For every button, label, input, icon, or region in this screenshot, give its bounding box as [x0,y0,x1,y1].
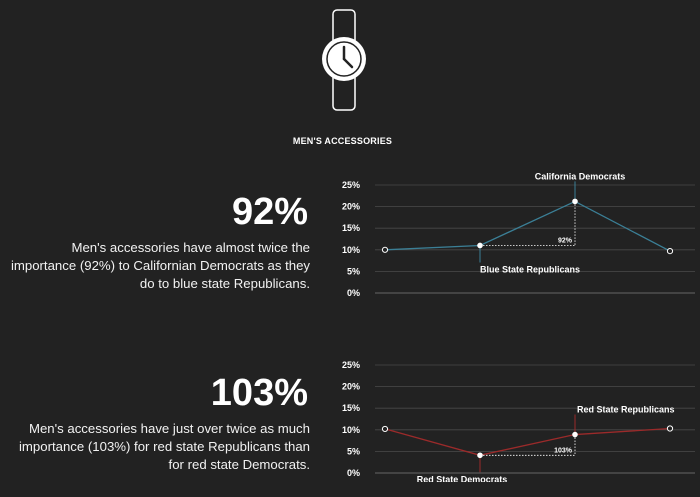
data-point [666,425,674,432]
difference-label: 103% [554,447,573,454]
y-tick-label: 5% [347,266,360,276]
y-tick-label: 15% [342,223,360,233]
data-point [572,198,578,205]
y-tick-label: 25% [342,360,360,370]
data-point [381,246,389,253]
annotation-label: Red State Democrats [417,474,508,482]
chart-california-vs-blue-republicans: 0% 5% 10% 15% 20% 25% 92% California Democrats B… [342,172,695,298]
data-point [572,431,578,438]
annotation-label: California Democrats [535,172,626,181]
annotation-label: Blue State Republicans [480,264,580,274]
y-tick-label: 10% [342,245,360,255]
y-tick-label: 20% [342,382,360,392]
y-tick-label: 0% [347,288,360,298]
y-tick-label: 20% [342,202,360,212]
series-line [384,427,671,456]
y-tick-label: 10% [342,425,360,435]
y-tick-label: 0% [347,468,360,478]
data-point [477,242,483,249]
watch-icon [322,9,366,111]
data-point [381,425,389,433]
y-tick-label: 25% [342,180,360,190]
data-point [477,452,483,459]
y-tick-label: 15% [342,403,360,413]
stat-value-2: 103% [210,372,308,414]
section-title: MEN'S ACCESSORIES [292,136,393,146]
stat-description-2: Men's accessories have just over twice a… [18,421,310,472]
annotation-label: Red State Republicans [577,405,675,415]
stat-description-1: Men's accessories have almost twice the … [10,240,310,291]
data-point [666,247,674,255]
difference-label: 92% [558,237,573,244]
y-tick-label: 5% [347,446,360,456]
series-line [384,200,671,252]
chart-red-republicans-vs-red-democrats: 0% 5% 10% 15% 20% 25% 103% Red State Republican… [342,360,695,482]
stat-value-1: 92% [231,191,308,233]
